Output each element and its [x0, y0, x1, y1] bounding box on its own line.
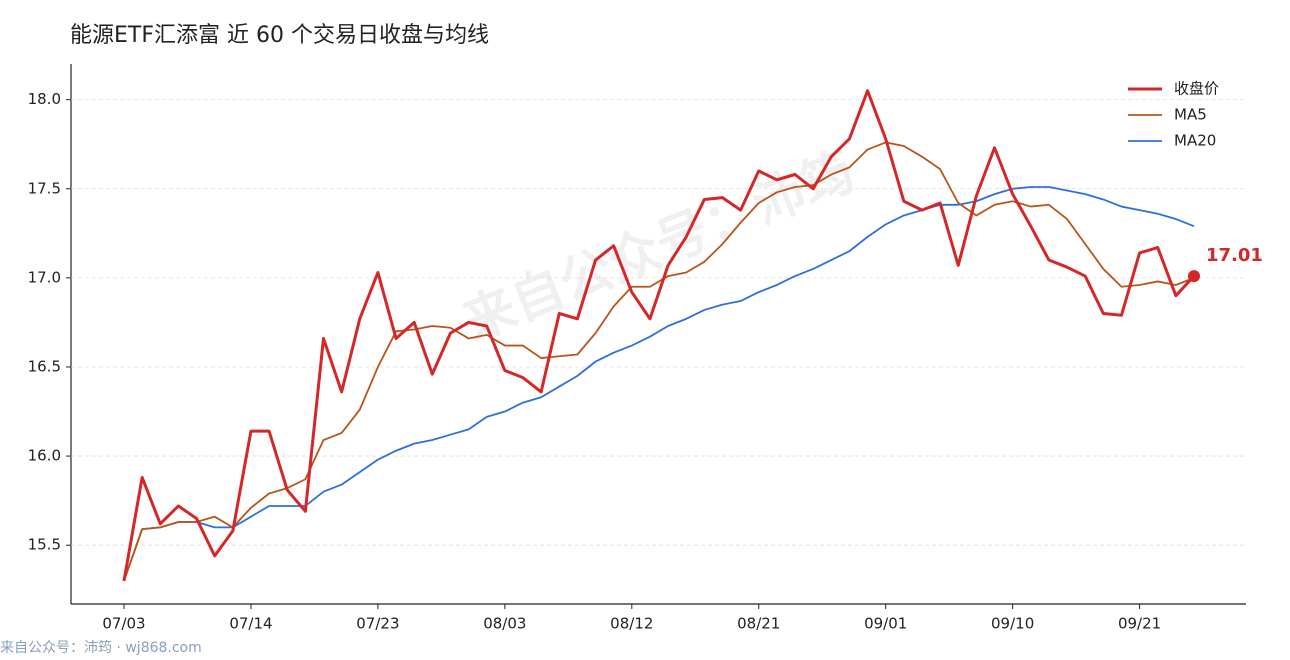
watermark: 来自公众号：沛筠 — [455, 141, 863, 352]
x-tick-label: 08/21 — [737, 615, 780, 633]
x-tick-label: 07/23 — [356, 615, 399, 633]
x-tick-label: 08/03 — [483, 615, 526, 633]
x-tick-label: 09/01 — [864, 615, 907, 633]
footer: 来自公众号：沛筠 · wj868.com — [0, 639, 202, 656]
series-line — [123, 141, 1195, 582]
x-tick-label: 09/21 — [1118, 615, 1161, 633]
x-tick-label: 08/12 — [610, 615, 653, 633]
y-tick-label: 17.0 — [28, 268, 61, 286]
y-tick-label: 18.0 — [28, 90, 61, 108]
legend-label: MA20 — [1174, 132, 1216, 150]
last-value-label: 17.01 — [1206, 245, 1263, 266]
y-tick-label: 17.5 — [28, 179, 61, 197]
legend-label: 收盘价 — [1174, 80, 1219, 98]
y-tick-label: 16.5 — [28, 357, 61, 375]
y-tick-label: 16.0 — [28, 447, 61, 465]
x-tick-label: 07/03 — [102, 615, 145, 633]
last-point — [1188, 270, 1200, 283]
chart-title: 能源ETF汇添富 近 60 个交易日收盘与均线 — [70, 23, 489, 48]
series-line — [122, 89, 1196, 582]
x-tick-label: 09/10 — [991, 615, 1034, 633]
x-tick-label: 07/14 — [229, 615, 272, 633]
y-tick-label: 15.5 — [28, 536, 61, 554]
legend-label: MA5 — [1174, 106, 1207, 124]
